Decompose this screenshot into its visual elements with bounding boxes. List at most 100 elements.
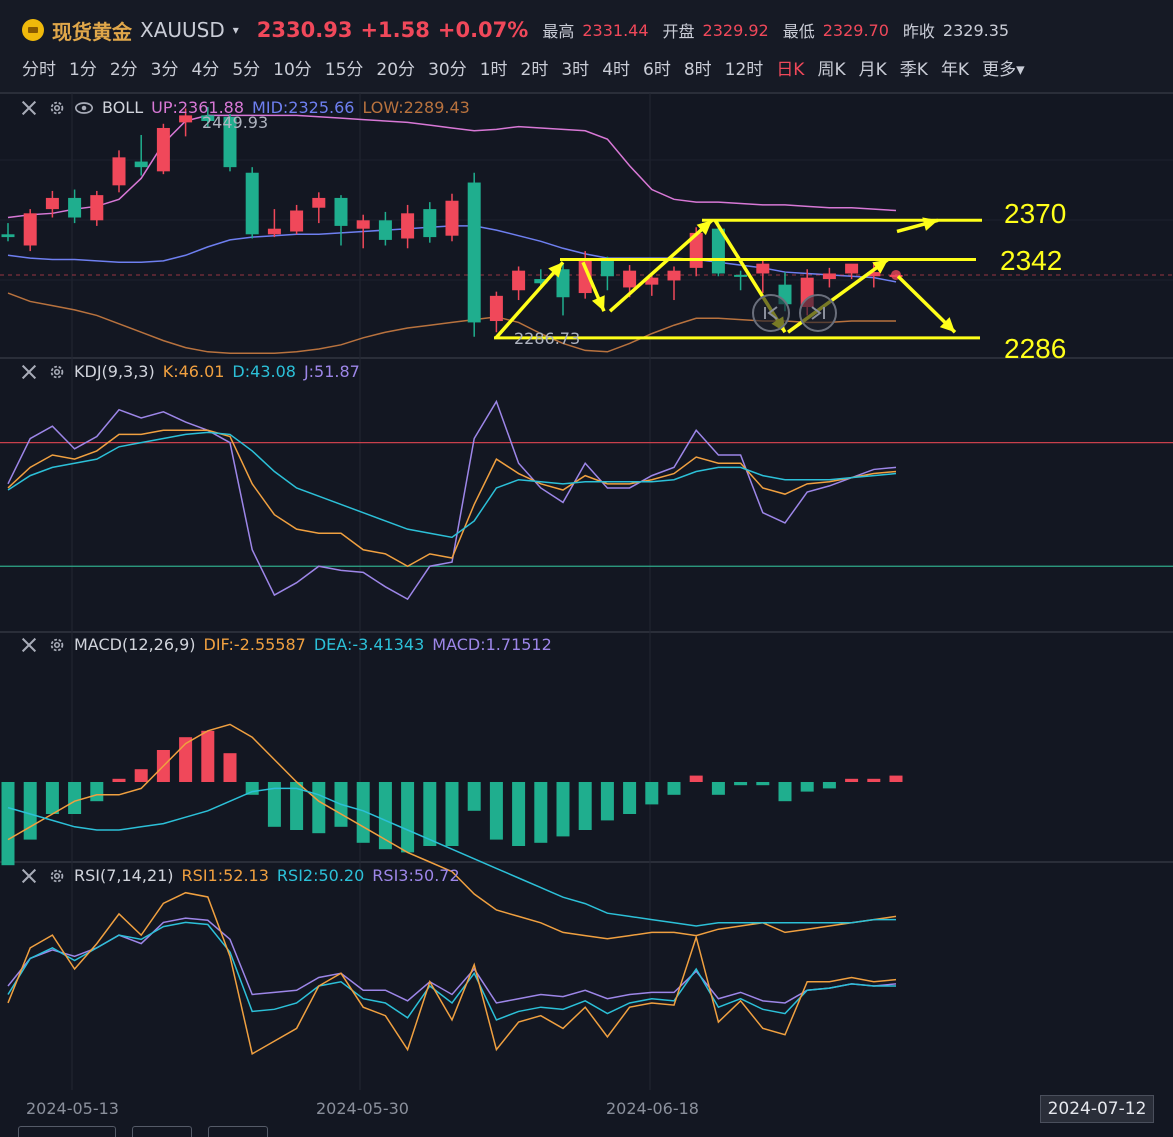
timeframe-tab[interactable]: 1时 [479, 60, 508, 80]
stat-open-value: 2329.92 [702, 20, 769, 40]
date-label: 2024-05-30 [316, 1099, 409, 1118]
candle-body [290, 210, 304, 232]
rsi-legend: RSI(7,14,21) RSI1:52.13 RSI2:50.20 RSI3:… [22, 866, 460, 885]
candle-body [534, 279, 548, 284]
candle-body [512, 270, 526, 291]
gear-icon[interactable] [48, 636, 66, 654]
macd-histogram-bar [312, 782, 326, 834]
timeframe-tab[interactable]: 月K [858, 60, 887, 80]
macd-histogram-bar [90, 782, 104, 802]
eye-icon[interactable] [74, 101, 94, 115]
macd-pane [1, 723, 903, 940]
gear-icon[interactable] [48, 99, 66, 117]
macd-histogram-bar [290, 782, 304, 830]
candle-body [423, 209, 437, 238]
timeframe-tab[interactable]: 20分 [376, 60, 416, 80]
bottom-tab[interactable] [132, 1126, 192, 1137]
timeframe-tab[interactable]: 3时 [561, 60, 590, 80]
candle-body [223, 116, 237, 168]
timeframe-tab[interactable]: 2分 [109, 60, 138, 80]
macd-histogram-bar [756, 782, 770, 786]
gear-icon[interactable] [48, 867, 66, 885]
timeframe-tab[interactable]: 10分 [273, 60, 312, 80]
date-label: 2024-06-18 [606, 1099, 699, 1118]
candle-body [867, 272, 881, 277]
scroll-end-button[interactable] [799, 294, 837, 332]
close-icon[interactable] [22, 638, 36, 652]
timeframe-tabs: 分时 1分 2分 3分 4分 5分 10分 15分 20分 30分 1时 2时 3时 4时 6时 8时 12时日… [22, 55, 1038, 80]
timeframe-tab[interactable]: 15分 [324, 60, 364, 80]
timeframe-tab[interactable]: 6时 [643, 60, 671, 80]
arrow-head [872, 259, 888, 274]
kdj-d-line [7, 431, 897, 539]
macd-histogram-bar [800, 782, 814, 792]
symbol-row: 现货黄金 XAUUSD ▾ 2330.93 +1.58 +0.07% 最高 23… [22, 14, 1009, 46]
candle-body [756, 263, 770, 274]
macd-histogram-bar [845, 778, 859, 782]
close-icon[interactable] [22, 869, 36, 883]
timeframe-tab[interactable]: 分时 [22, 60, 56, 80]
macd-histogram-bar [534, 782, 548, 843]
close-icon[interactable] [22, 101, 36, 115]
macd-histogram-bar [1, 782, 15, 866]
macd-histogram-bar [689, 775, 703, 782]
macd-histogram-bar [889, 775, 903, 782]
candle-body [378, 220, 392, 240]
gold-coin-icon [22, 19, 44, 41]
rsi2-line [7, 921, 896, 1021]
timeframe-tab[interactable]: 5分 [232, 60, 261, 80]
gear-icon[interactable] [48, 363, 66, 381]
symbol-dropdown-icon[interactable]: ▾ [232, 23, 239, 37]
timeframe-tab[interactable]: 4时 [602, 60, 631, 80]
boll-up-line [7, 114, 897, 219]
timeframe-tab[interactable]: 年K [940, 60, 970, 80]
timeframe-tab[interactable]: 8时 [683, 60, 712, 80]
macd-histogram-bar [223, 753, 237, 782]
candle-body [201, 115, 215, 121]
symbol-name[interactable]: 现货黄金 [52, 19, 132, 44]
macd-histogram-bar [356, 782, 370, 843]
trend-arrow [494, 261, 565, 339]
macd-histogram-bar [23, 782, 37, 840]
boll-low: LOW:2289.43 [362, 98, 470, 117]
timeframe-tab[interactable]: 4分 [191, 60, 220, 80]
candle-body [822, 273, 836, 280]
timeframe-tab[interactable]: 1分 [69, 60, 97, 80]
scroll-start-button[interactable] [752, 294, 790, 332]
timeframe-tab[interactable]: 12时 [724, 60, 764, 80]
stat-low-label: 最低 [782, 22, 815, 41]
candle-body [179, 115, 193, 123]
kdj-d: D:43.08 [232, 362, 296, 381]
close-icon[interactable] [22, 365, 36, 379]
rsi1-line [7, 891, 897, 1055]
price-change: +1.58 [360, 18, 430, 42]
bottom-tab[interactable] [18, 1126, 116, 1137]
macd-histogram-bar [68, 782, 82, 814]
candle-body [356, 220, 370, 229]
macd-histogram-bar [179, 737, 193, 782]
stat-high-value: 2331.44 [582, 20, 649, 40]
timeframe-tab[interactable]: 日K [776, 60, 805, 80]
quote-header: 现货黄金 XAUUSD ▾ 2330.93 +1.58 +0.07% 最高 23… [0, 0, 1173, 93]
timeframe-tab[interactable]: 季K [899, 60, 928, 80]
symbol-code[interactable]: XAUUSD [140, 18, 225, 42]
timeframe-tab[interactable]: 3分 [150, 60, 179, 80]
candle-body [1, 234, 15, 238]
timeframe-tab[interactable]: 30分 [428, 60, 467, 80]
candle-body [467, 182, 481, 323]
kdj-k: K:46.01 [162, 362, 225, 381]
timeframe-tab[interactable]: 周K [817, 60, 846, 80]
arrow-head [939, 317, 955, 333]
candle-body [489, 295, 503, 322]
boll-up: UP:2361.88 [151, 98, 245, 117]
macd-histogram-bar [645, 782, 659, 805]
price-change-pct: +0.07% [437, 18, 529, 42]
macd-histogram-bar [711, 782, 725, 795]
candle-body [556, 269, 570, 298]
kdj-legend: KDJ(9,3,3) K:46.01 D:43.08 J:51.87 [22, 362, 360, 381]
timeframe-tab[interactable]: 更多▾ [982, 60, 1025, 80]
timeframe-tab[interactable]: 2时 [520, 60, 549, 80]
bottom-tab[interactable] [208, 1126, 268, 1137]
candle-body [734, 274, 748, 277]
